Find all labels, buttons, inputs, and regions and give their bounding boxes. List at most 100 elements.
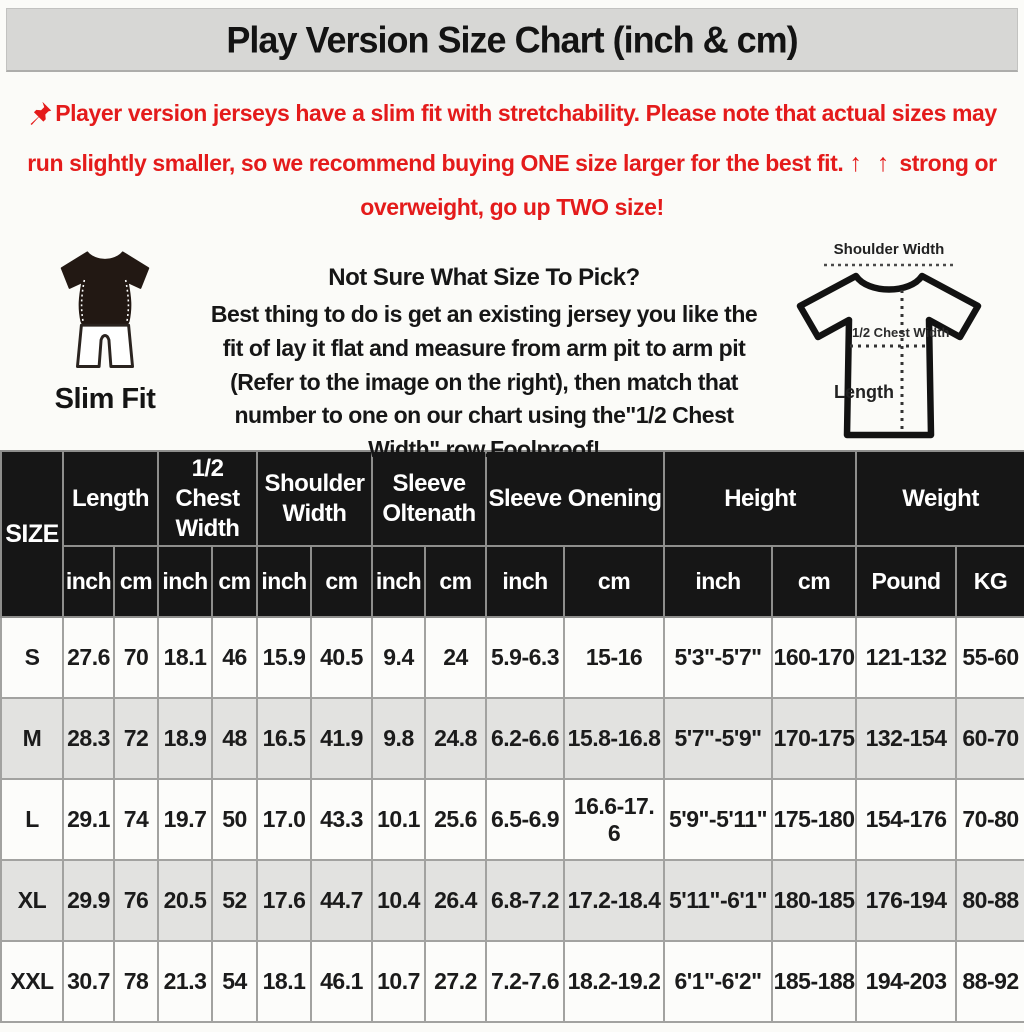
table-row-size-m: M 28.3 72 18.9 48 16.5 41.9 9.8 24.8 6.2… (0, 697, 1024, 781)
value-cell: 27.6 (62, 616, 115, 700)
col-header-half-chest-width: 1/2 Chest Width (157, 450, 259, 548)
size-cell: XXL (0, 940, 64, 1024)
value-cell: 154-176 (855, 778, 958, 862)
value-cell: 16.5 (256, 697, 313, 781)
value-cell: 15-16 (563, 616, 666, 700)
value-cell: 46.1 (310, 940, 374, 1024)
value-cell: 78 (112, 940, 160, 1024)
value-cell: 5'3"-5'7" (663, 616, 774, 700)
value-cell: 19.7 (157, 778, 214, 862)
value-cell: 194-203 (855, 940, 958, 1024)
value-cell: 185-188 (771, 940, 858, 1024)
value-cell: 28.3 (62, 697, 115, 781)
value-cell: 27.2 (424, 940, 488, 1024)
value-cell: 5.9-6.3 (485, 616, 566, 700)
value-cell: 5'7"-5'9" (663, 697, 774, 781)
value-cell: 18.1 (157, 616, 214, 700)
notice-text-before: Player version jerseys have a slim fit w… (27, 100, 997, 176)
value-cell: 6.8-7.2 (485, 859, 566, 943)
col-header-height: Height (663, 450, 858, 548)
value-cell: 18.2-19.2 (563, 940, 666, 1024)
page-title: Play Version Size Chart (inch & cm) (226, 17, 798, 61)
value-cell: 74 (112, 778, 160, 862)
value-cell: 15.9 (256, 616, 313, 700)
value-cell: 70 (112, 616, 160, 700)
value-cell: 44.7 (310, 859, 374, 943)
unit-header: inch (371, 545, 427, 619)
table-row-size-xxl: XXL 30.7 78 21.3 54 18.1 46.1 10.7 27.2 … (0, 940, 1024, 1024)
value-cell: 29.1 (62, 778, 115, 862)
value-cell: 50 (211, 778, 259, 862)
value-cell: 30.7 (62, 940, 115, 1024)
unit-header: cm (211, 545, 259, 619)
header-group-row: SIZE Length 1/2 Chest Width Shoulder Wid… (0, 450, 1024, 619)
unit-header: inch (157, 545, 214, 619)
value-cell: 9.4 (371, 616, 427, 700)
col-header-shoulder-width: Shoulder Width (256, 450, 374, 548)
value-cell: 17.2-18.4 (563, 859, 666, 943)
value-cell: 17.0 (256, 778, 313, 862)
notice-text-after: strong or overweight, go up TWO size! (360, 149, 997, 220)
value-cell: 24.8 (424, 697, 488, 781)
value-cell: 24 (424, 616, 488, 700)
slim-fit-figure-icon (46, 251, 164, 374)
unit-header: KG (955, 545, 1024, 619)
table-row-size-l: L 29.1 74 19.7 50 17.0 43.3 10.1 25.6 6.… (0, 778, 1024, 862)
slim-fit-label: Slim Fit (54, 383, 156, 416)
value-cell: 6.2-6.6 (485, 697, 566, 781)
size-cell: M (0, 697, 64, 781)
value-cell: 160-170 (771, 616, 858, 700)
value-cell: 20.5 (157, 859, 214, 943)
value-cell: 46 (211, 616, 259, 700)
table-row-size-xl: XL 29.9 76 20.5 52 17.6 44.7 10.4 26.4 6… (0, 859, 1024, 943)
col-header-sleeve-length: Sleeve Oltenath (371, 450, 488, 548)
value-cell: 17.6 (256, 859, 313, 943)
col-header-weight: Weight (855, 450, 1024, 548)
value-cell: 40.5 (310, 616, 374, 700)
value-cell: 18.9 (157, 697, 214, 781)
col-header-length: Length (61, 450, 160, 548)
up-arrows-icon: ↑ ↑ (849, 148, 894, 177)
value-cell: 6'1"-6'2" (663, 940, 774, 1024)
value-cell: 88-92 (955, 940, 1024, 1024)
size-cell: XL (0, 859, 64, 943)
value-cell: 41.9 (310, 697, 374, 781)
unit-header: cm (563, 545, 666, 619)
size-cell: S (0, 616, 64, 700)
value-cell: 5'11"-6'1" (663, 859, 774, 943)
value-cell: 180-185 (771, 859, 858, 943)
unit-header: inch (256, 545, 313, 619)
size-advice-block: Not Sure What Size To Pick? Best thing t… (204, 238, 764, 466)
table-row-size-s: S 27.6 70 18.1 46 15.9 40.5 9.4 24 5.9-6… (0, 616, 1024, 700)
value-cell: 170-175 (771, 697, 858, 781)
value-cell: 80-88 (955, 859, 1024, 943)
col-header-size: SIZE (0, 450, 64, 619)
advice-heading: Not Sure What Size To Pick? (328, 264, 640, 292)
diagram-shoulder-label: Shoulder Width (834, 241, 945, 258)
fit-warning-text: Player version jerseys have a slim fit w… (0, 72, 1024, 232)
unit-header: cm (112, 545, 160, 619)
value-cell: 175-180 (771, 778, 858, 862)
value-cell: 54 (211, 940, 259, 1024)
unit-header: cm (310, 545, 374, 619)
value-cell: 176-194 (855, 859, 958, 943)
value-cell: 48 (211, 697, 259, 781)
unit-header: inch (485, 545, 566, 619)
size-chart-table: SIZE Length 1/2 Chest Width Shoulder Wid… (0, 450, 1024, 1024)
value-cell: 7.2-7.6 (485, 940, 566, 1024)
value-cell: 10.1 (371, 778, 427, 862)
value-cell: 52 (211, 859, 259, 943)
slim-fit-block: Slim Fit (6, 238, 204, 416)
unit-header: cm (424, 545, 488, 619)
value-cell: 76 (112, 859, 160, 943)
value-cell: 70-80 (955, 778, 1024, 862)
value-cell: 6.5-6.9 (485, 778, 566, 862)
value-cell: 18.1 (256, 940, 313, 1024)
value-cell: 26.4 (424, 859, 488, 943)
measurement-diagram: Shoulder Width 1/2 Chest Width Length (764, 238, 1018, 455)
col-header-sleeve-opening: Sleeve Onening (485, 450, 666, 548)
value-cell: 132-154 (855, 697, 958, 781)
advice-body: Best thing to do is get an existing jers… (210, 301, 758, 462)
value-cell: 25.6 (424, 778, 488, 862)
value-cell: 43.3 (310, 778, 374, 862)
